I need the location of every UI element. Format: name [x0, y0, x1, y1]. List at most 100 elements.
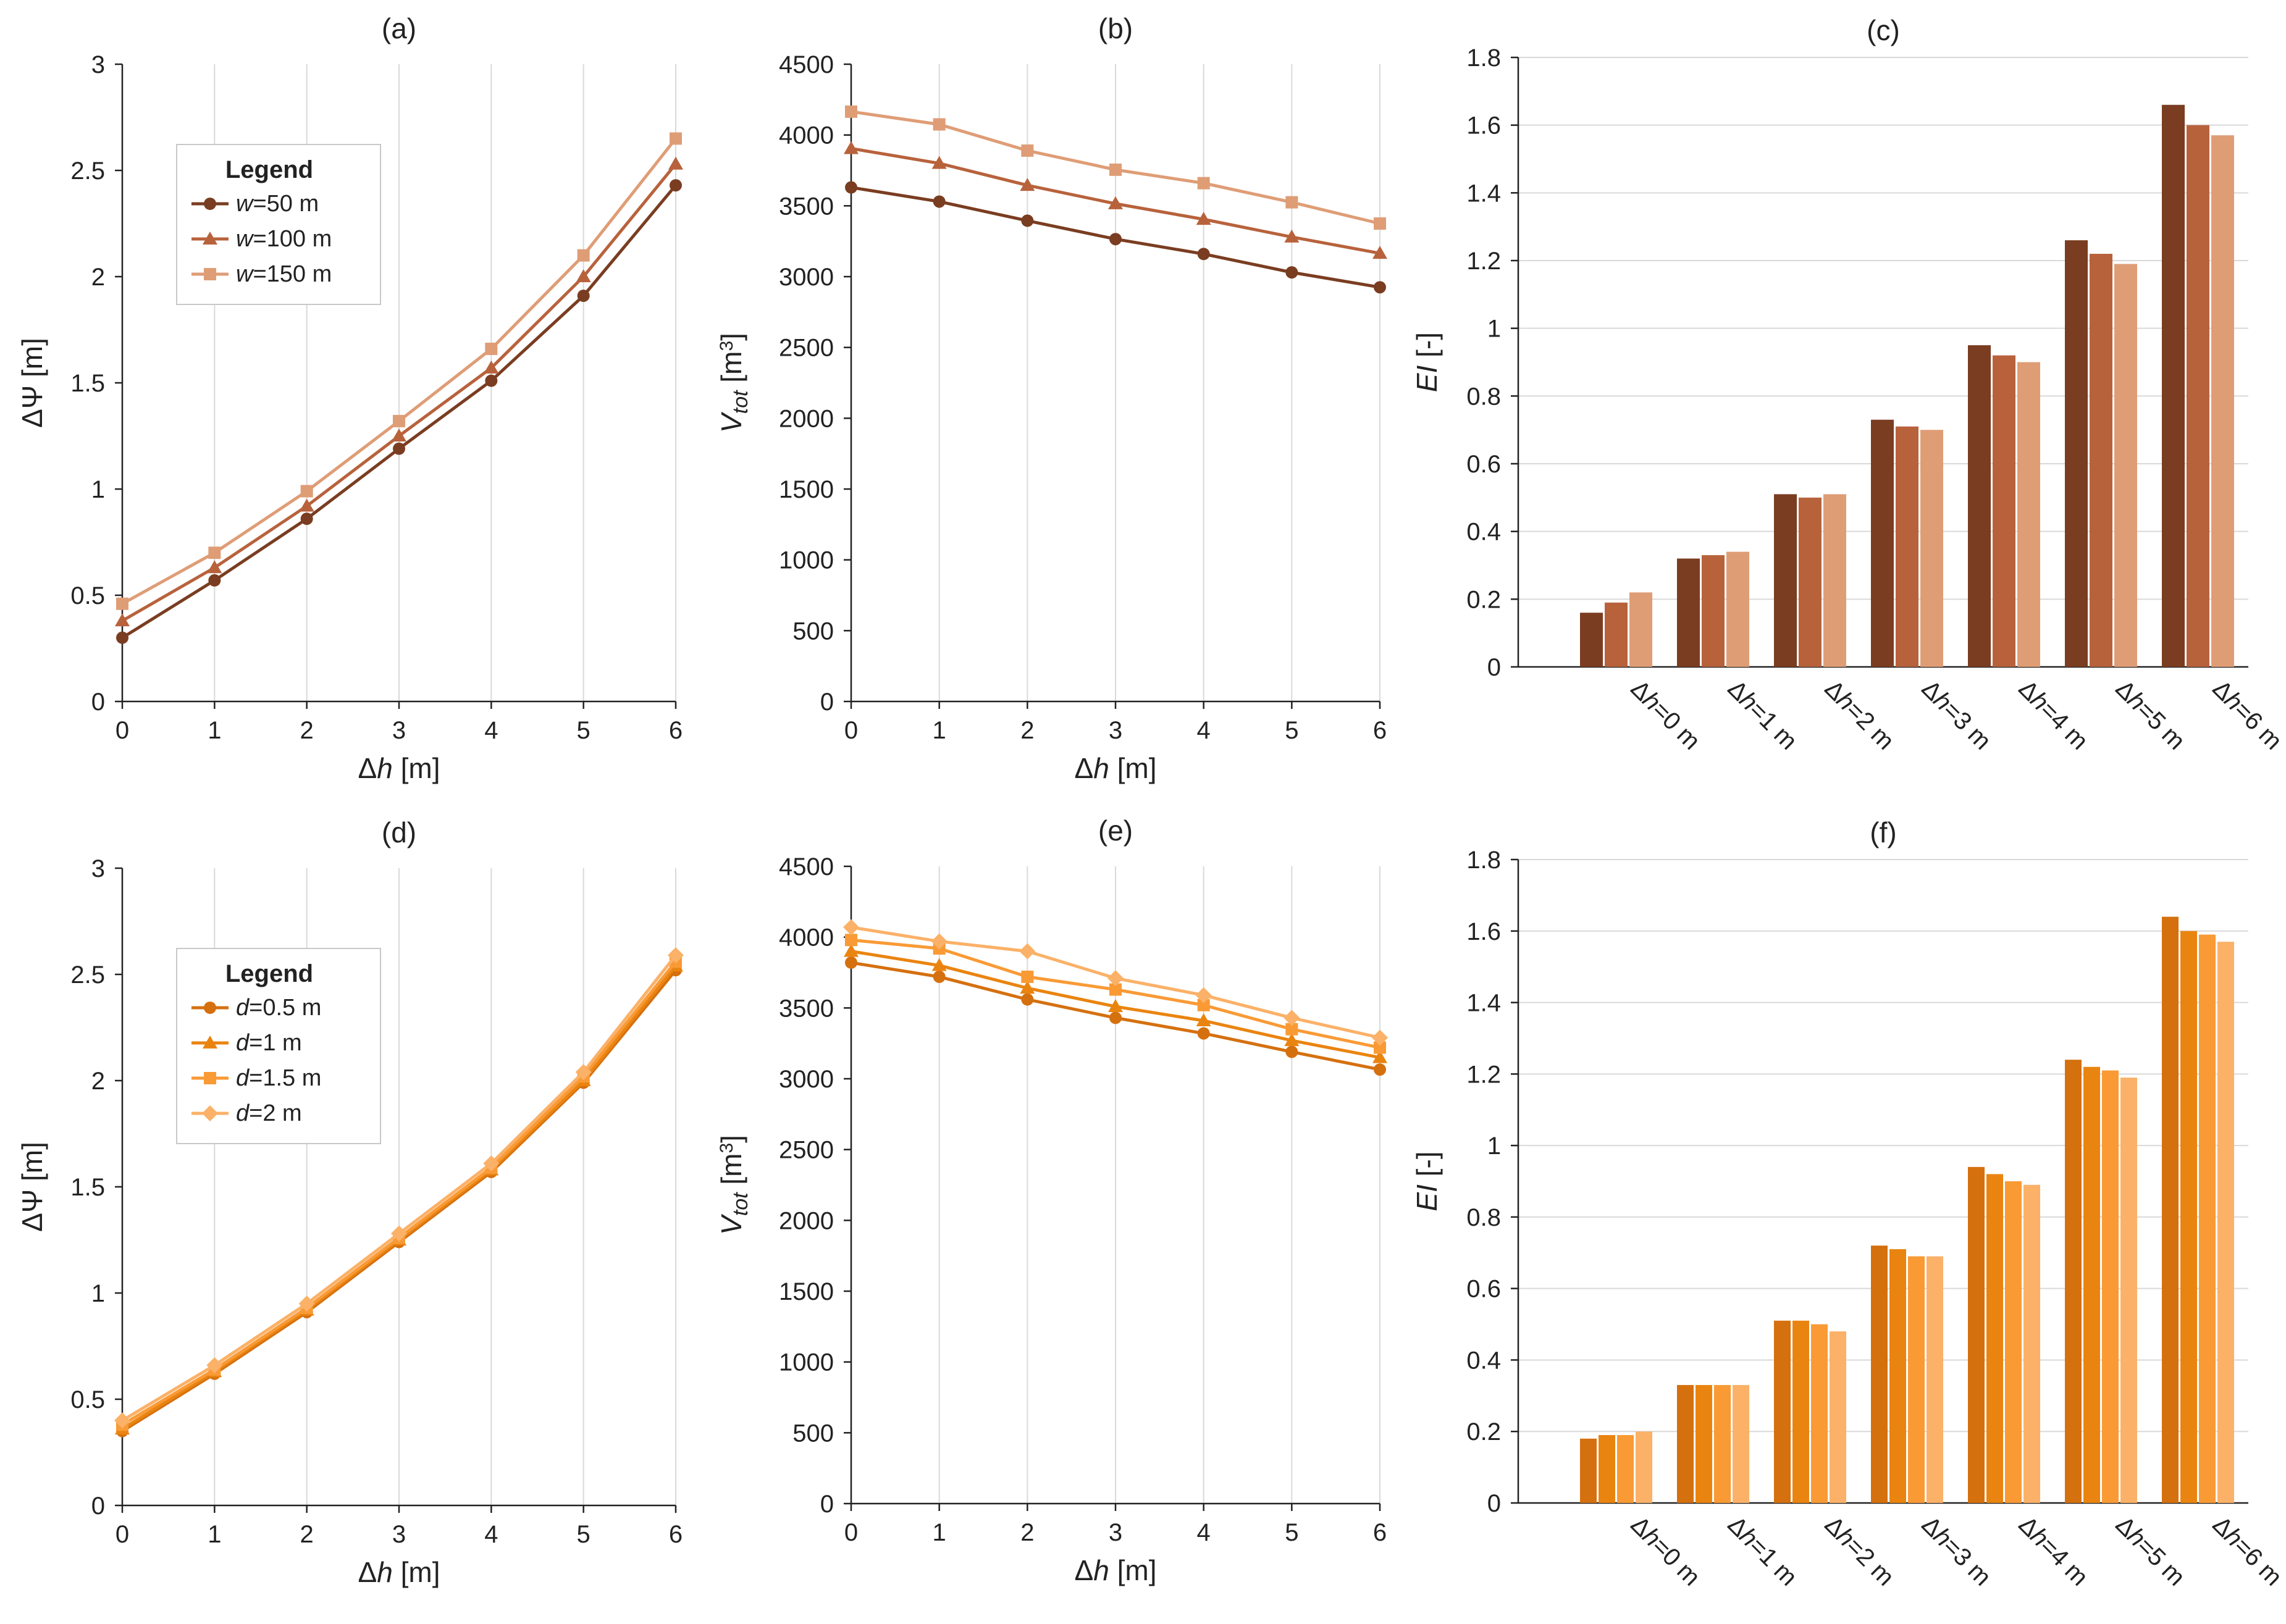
y-tick-label: 1 [91, 1280, 105, 1307]
bar [1774, 494, 1797, 667]
data-point [845, 181, 857, 194]
data-point [1285, 196, 1298, 209]
data-point [843, 919, 859, 935]
legend-label: d=0.5 m [236, 995, 321, 1021]
legend-label-var: d [236, 995, 250, 1021]
y-tick-label: 1.5 [70, 370, 105, 397]
x-tick-label: 0 [116, 1521, 129, 1548]
y-tick-label: 0.4 [1466, 1347, 1501, 1374]
y-tick-label: 2.5 [70, 157, 105, 185]
bar [2187, 125, 2209, 667]
chart-panel-c: 0 0.2 0.4 0.6 0.8 1 1.2 1.4 1.6 1.8 (c) EI [-] Δh=0 … [1411, 14, 2286, 755]
legend-marker [204, 268, 216, 280]
y-tick-label: 4000 [779, 122, 834, 149]
category-label: Δh=6 m [2208, 675, 2286, 755]
bar [1968, 1166, 1985, 1503]
x-tick-label: 3 [1109, 1519, 1122, 1546]
legend-title: Legend [225, 960, 313, 987]
x-axis-label: Δh [m] [1075, 1554, 1157, 1586]
x-tick-label: 6 [669, 1521, 683, 1548]
data-point [668, 156, 683, 170]
data-point [1107, 970, 1124, 987]
x-tick-label: 4 [484, 717, 498, 744]
bar [1733, 1384, 1749, 1503]
category-label: Δh=0 m [1626, 675, 1705, 755]
data-point [299, 498, 314, 512]
bar [1830, 1331, 1846, 1503]
x-axis-label-unit: [m] [393, 752, 440, 784]
data-point [206, 1357, 223, 1373]
data-point [1374, 1041, 1386, 1054]
x-axis-label-prefix: Δ [358, 752, 377, 784]
chart-panel-b: 0 500 1000 1500 2000 2500 3000 3500 4000 4500 0 1 2 3… [715, 12, 1387, 784]
x-tick-label: 1 [208, 717, 221, 744]
data-point [393, 442, 405, 455]
bar [1792, 1320, 1809, 1503]
bar [2083, 1066, 2100, 1503]
x-tick-label: 6 [669, 717, 683, 744]
y-tick-label: 1 [1487, 316, 1501, 343]
bar [1677, 1384, 1694, 1503]
data-point [1372, 246, 1387, 259]
category-label: Δh=6 m [2208, 1511, 2286, 1591]
y-axis-label: Vtot [m3] [715, 1135, 752, 1235]
legend-label: d=1 m [236, 1030, 302, 1056]
x-tick-label: 5 [577, 1521, 590, 1548]
bar [1714, 1384, 1731, 1503]
bar [1599, 1435, 1615, 1503]
y-tick-label: 1000 [779, 1349, 834, 1376]
legend-label-var: w [236, 261, 254, 287]
bar [2162, 916, 2179, 1503]
bar [1696, 1384, 1712, 1503]
bar [1799, 497, 1822, 667]
data-point [845, 105, 857, 118]
data-point [114, 1412, 130, 1429]
y-tick-label: 2000 [779, 405, 834, 432]
y-tick-label: 0.6 [1466, 451, 1501, 478]
bar [2199, 934, 2216, 1503]
y-tick-label: 0 [820, 689, 834, 716]
category-label: Δh=5 m [2111, 1511, 2190, 1591]
bar [1889, 1249, 1906, 1503]
legend-label-var: d [236, 1030, 250, 1056]
category-label: Δh=4 m [2014, 1511, 2093, 1591]
bar [2017, 362, 2040, 667]
data-point [485, 374, 498, 387]
bar [2211, 135, 2234, 667]
legend-label-value: =2 m [249, 1100, 302, 1126]
y-tick-label: 1.4 [1466, 990, 1501, 1017]
x-tick-label: 2 [300, 1521, 314, 1548]
y-axis-label-sup: 3 [716, 341, 737, 351]
x-axis-label-prefix: Δ [1075, 1554, 1094, 1586]
y-tick-label: 0.8 [1466, 383, 1501, 410]
y-axis-label-var: EI [1411, 365, 1443, 392]
y-tick-label: 2000 [779, 1207, 834, 1234]
bar [1629, 592, 1652, 667]
y-tick-label: 1 [91, 476, 105, 503]
bar [1811, 1324, 1828, 1503]
data-point [392, 429, 406, 442]
y-axis-label-sub: tot [729, 390, 752, 414]
data-point [115, 613, 130, 627]
legend-marker [203, 232, 217, 245]
data-point [1021, 144, 1034, 157]
data-point [1108, 196, 1123, 209]
legend-marker [203, 1036, 217, 1048]
data-point [1197, 998, 1210, 1011]
y-tick-label: 2 [91, 1068, 105, 1095]
bar [1617, 1435, 1634, 1503]
data-point [933, 118, 946, 131]
x-axis-label-var: h [1093, 1554, 1109, 1586]
chart-panel-a: 0 0.5 1 1.5 2 2.5 3 0 1 2 3 4 5 6 (a) Δh [m] ΔΨ [m] Legen… [16, 12, 683, 784]
y-tick-label: 3000 [779, 264, 834, 291]
bar [2162, 104, 2185, 667]
bar [2090, 254, 2112, 667]
y-tick-label: 500 [792, 1420, 834, 1447]
y-tick-label: 4000 [779, 924, 834, 952]
data-point [1019, 943, 1036, 960]
y-tick-label: 1.2 [1466, 1061, 1501, 1088]
y-tick-label: 4500 [779, 853, 834, 881]
y-tick-label: 2500 [779, 335, 834, 362]
